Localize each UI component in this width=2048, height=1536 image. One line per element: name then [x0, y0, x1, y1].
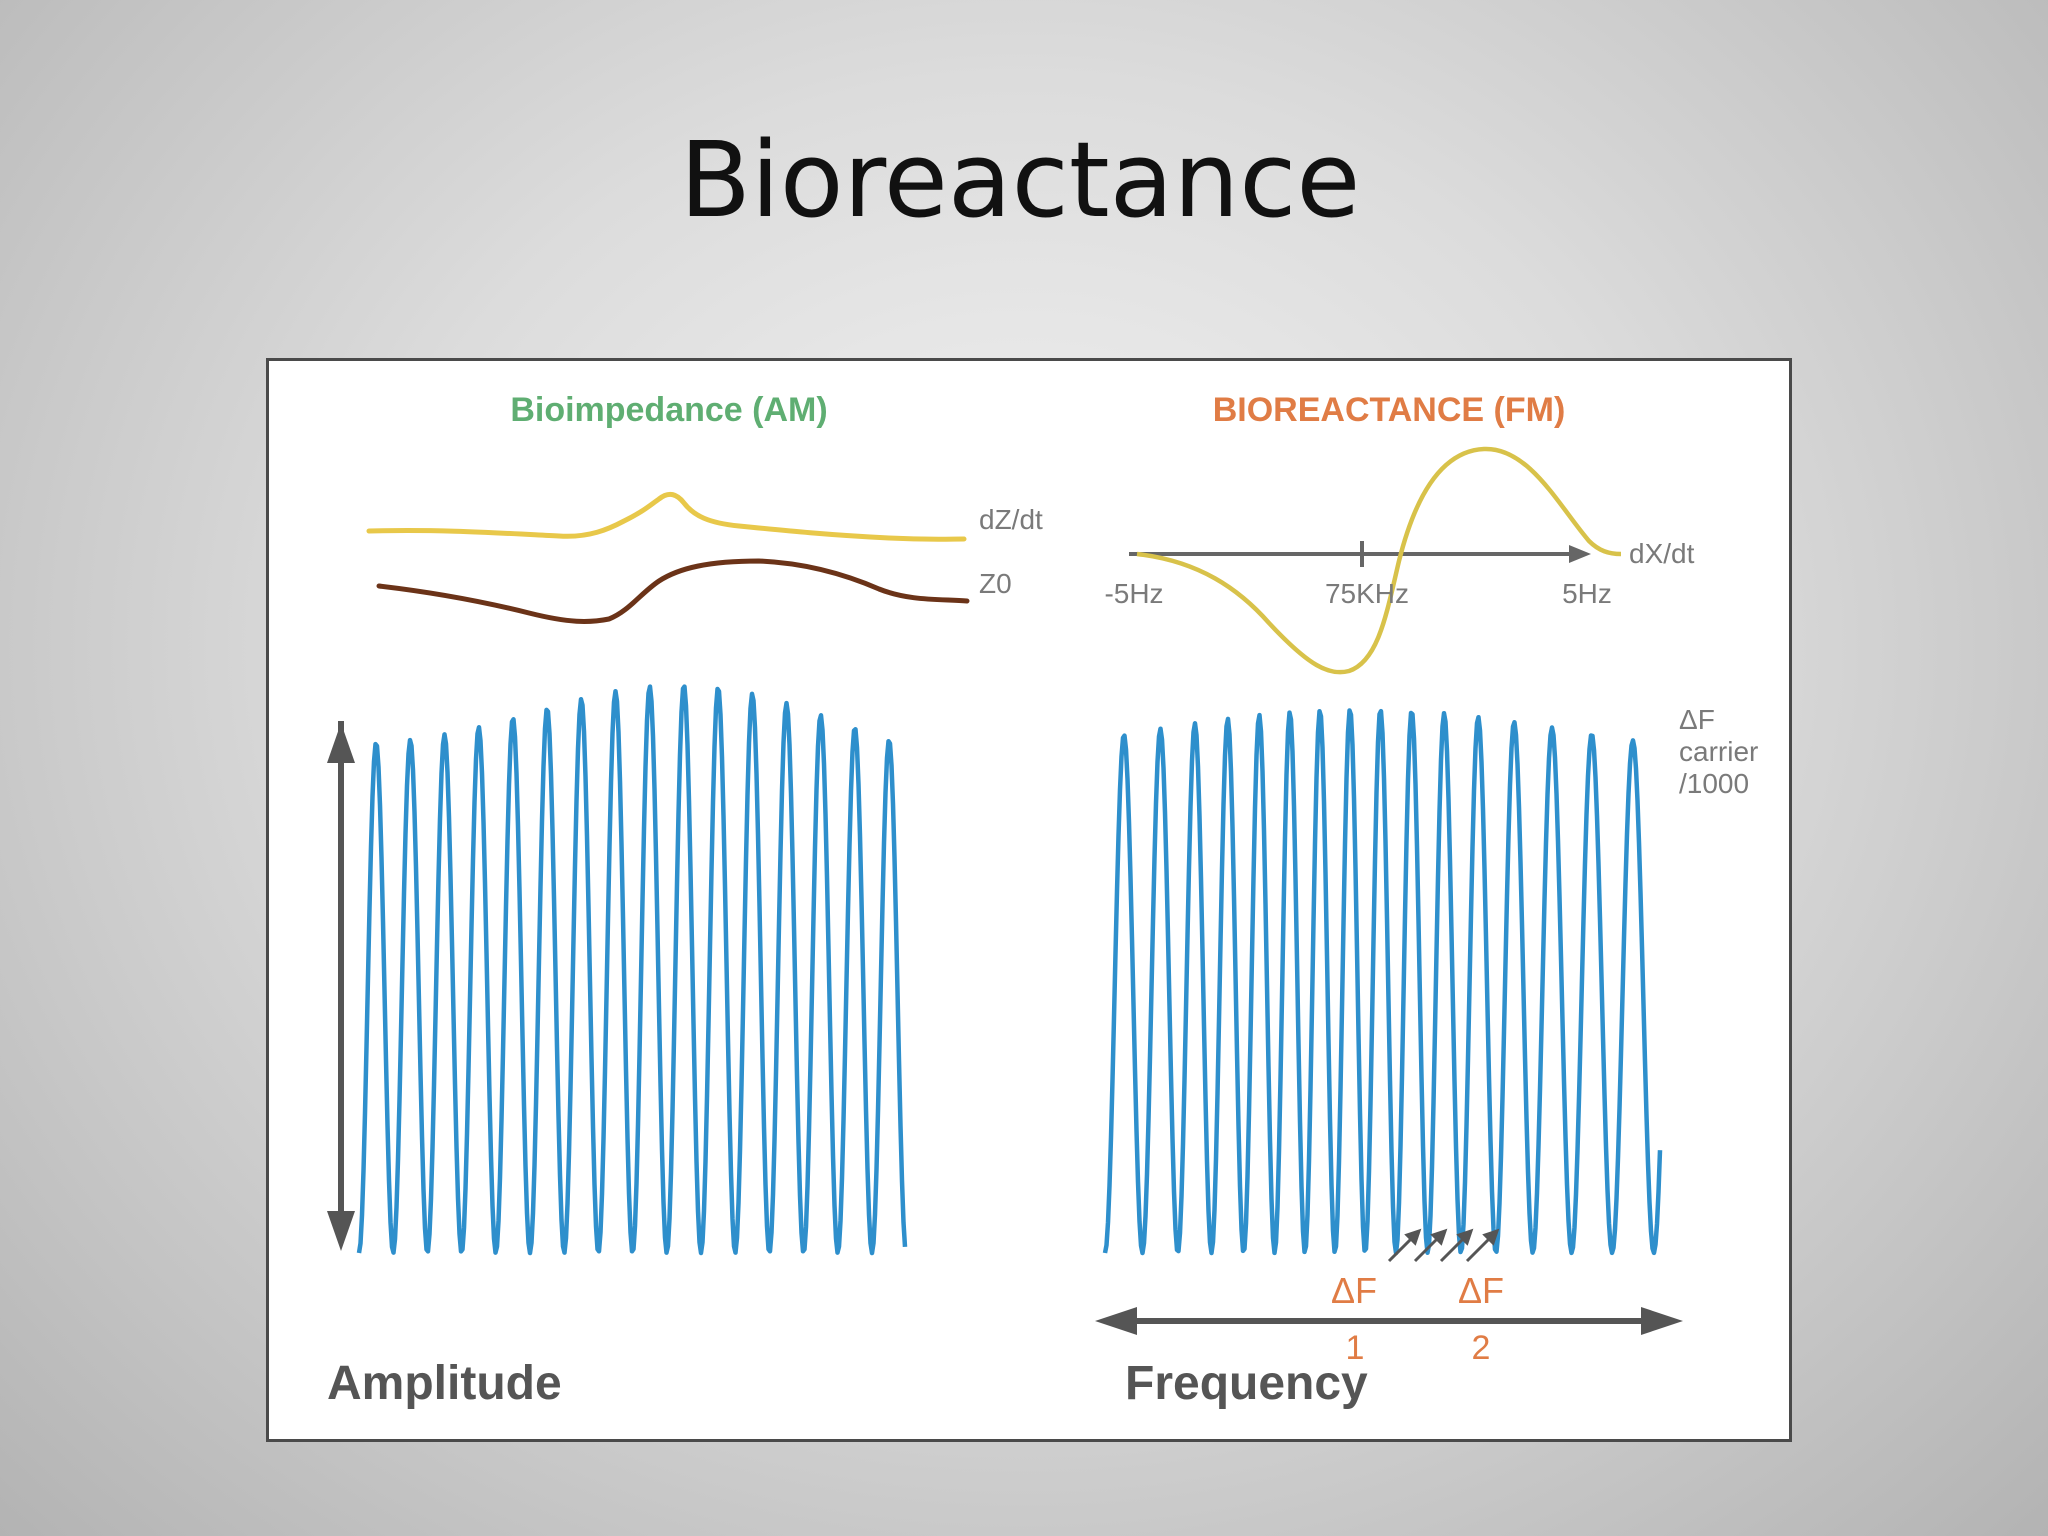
bioreactance-title: BIOREACTANCE (FM) [1213, 391, 1566, 429]
fm-modulated-wave [1102, 708, 1663, 1256]
frequency-double-arrow [1095, 1307, 1683, 1335]
dxdt-trace [1136, 446, 1622, 675]
amplitude-caption: Amplitude [327, 1357, 562, 1410]
dxdt-label: dX/dt [1629, 538, 1695, 569]
delta-pointer-arrows [1387, 1228, 1500, 1263]
delta-f-1-symbol: ΔF [1331, 1270, 1377, 1311]
z0-trace [376, 558, 970, 624]
tick-label-5hz: 5Hz [1562, 578, 1612, 609]
tick-label-minus-5hz: -5Hz [1104, 578, 1163, 609]
slide-title: Bioreactance [679, 119, 1361, 241]
am-modulated-wave [356, 684, 908, 1256]
amplitude-double-arrow [327, 721, 355, 1251]
bioimpedance-title: Bioimpedance (AM) [510, 391, 827, 429]
delta-f-2-symbol: ΔF [1458, 1270, 1504, 1311]
side-label-delta-f: ΔF [1679, 704, 1715, 735]
tick-label-75khz: 75KHz [1325, 578, 1409, 609]
side-label-carrier: carrier [1679, 736, 1758, 767]
frequency-caption: Frequency [1125, 1357, 1368, 1410]
delta-f-1-index: 1 [1346, 1329, 1365, 1367]
dzdt-trace [366, 491, 967, 542]
bioreactance-diagram: Bioimpedance (AM) dZ/dt Z0 Amplitude BIO… [327, 391, 1758, 1410]
side-label-per-1000: /1000 [1679, 768, 1749, 799]
delta-f-2-index: 2 [1472, 1329, 1491, 1367]
figure-frame: Bioimpedance (AM) dZ/dt Z0 Amplitude BIO… [266, 358, 1792, 1442]
dzdt-label: dZ/dt [979, 504, 1043, 535]
dxdt-axis [1129, 545, 1591, 563]
z0-label: Z0 [979, 568, 1012, 599]
